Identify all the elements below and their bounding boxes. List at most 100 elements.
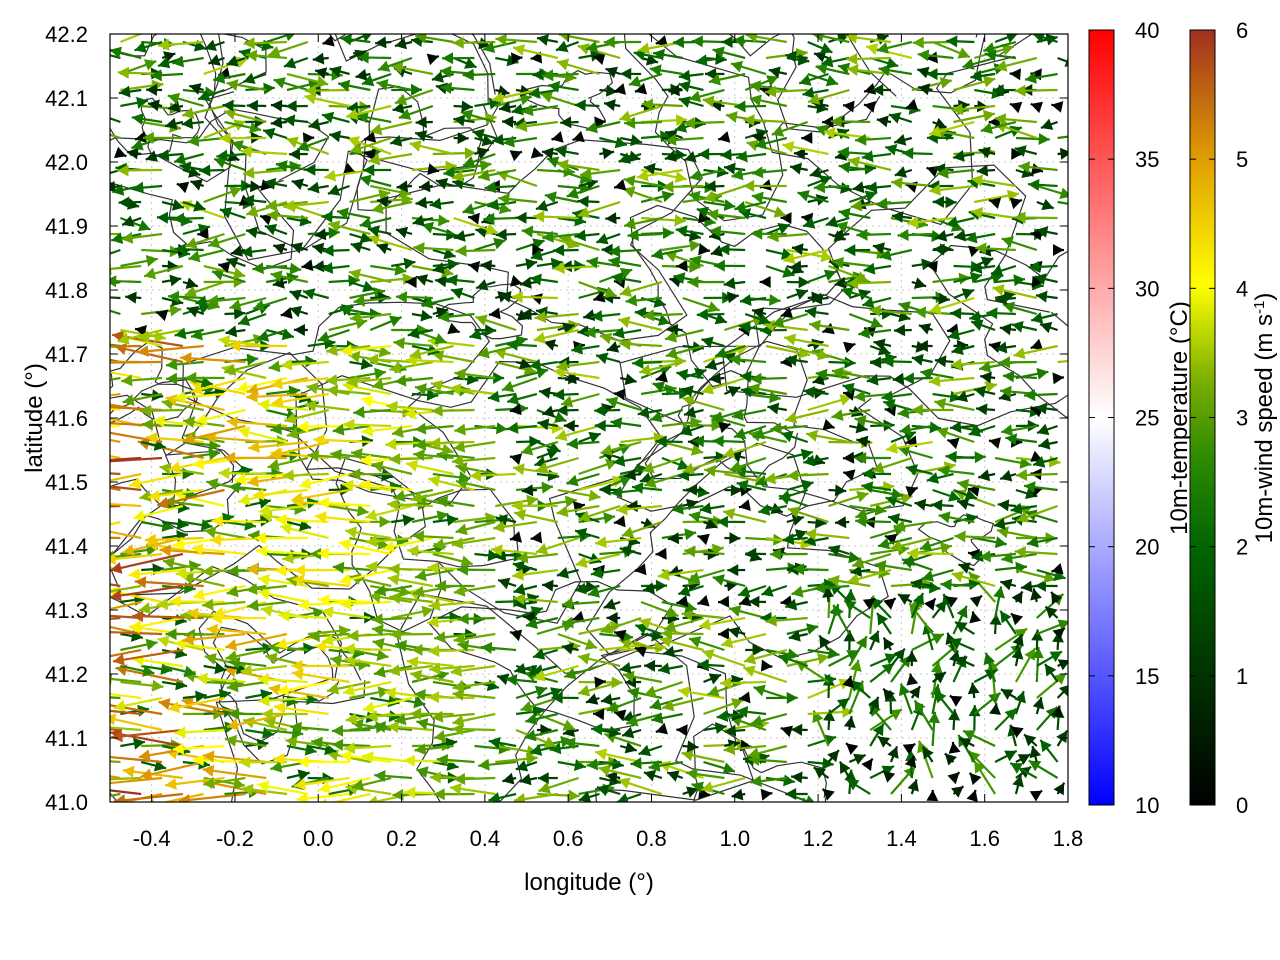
wind-vector-head [969,595,982,608]
wind-vector-head [328,220,341,233]
wind-vector-head [394,37,407,50]
wind-vector-head [211,515,223,528]
wind-vector-head [233,777,245,790]
x-tick-label: 1.0 [719,826,750,851]
wind-vector-head [806,429,818,442]
wind-vector-head [849,680,862,692]
wind-vector-head [866,43,879,55]
wind-vector-head [793,147,806,160]
wind-vector-head [691,35,703,48]
wind-vector-head [270,270,283,283]
wind-vector-head [282,469,294,482]
wind-vector-head [822,586,834,598]
wind-vector-head [619,110,632,122]
colorbar-tick-label: 1 [1236,664,1248,689]
wind-vector-head [622,726,635,739]
wind-vector-head [477,346,490,359]
wind-vector-head [327,682,340,695]
wind-vector-head [555,429,568,442]
wind-vector-head [929,421,941,434]
wind-vector-head [207,294,219,307]
wind-vector-head [561,642,574,655]
wind-vector-head [928,375,941,387]
wind-vector-head [303,288,316,300]
wind-vector-head [415,130,428,142]
wind-vector-head [493,237,506,250]
colorbar-tick-label: 6 [1236,18,1248,43]
wind-vector-head [462,68,474,81]
wind-vector-head [321,634,334,646]
wind-vector-head [455,244,467,257]
wind-vector-head [716,515,728,528]
wind-vector-head [110,562,123,574]
wind-vector-head [913,277,927,289]
wind-vector-head [962,58,975,70]
wind-vector-head [171,199,184,211]
wind-vector-head [349,468,361,481]
wind-vector-head [550,257,563,270]
wind-vector-head [226,257,239,269]
wind-vector-head [515,211,527,224]
wind-vector-head [332,561,345,574]
wind-vector-head [673,272,686,284]
wind-vector-head [873,338,886,351]
wind-vector-head [138,330,150,343]
wind-vector-head [926,51,938,64]
wind-vector-head [830,115,842,128]
wind-vector-head [764,472,776,485]
wind-vector-head [158,698,171,710]
wind-vector-head [877,736,891,748]
wind-vector-head [827,647,840,660]
wind-vector-head [793,563,805,576]
wind-vector-head [627,534,640,547]
wind-vector-shaft [110,704,163,716]
wind-vector-head [308,630,320,642]
wind-vector-head [110,275,117,288]
wind-vector-head [856,636,867,649]
wind-vector-head [666,606,679,618]
wind-vector-head [791,243,804,256]
wind-vector-head [676,368,689,381]
wind-vector-head [440,82,452,94]
wind-vector-head [534,685,548,698]
contour-line [585,442,889,660]
wind-vector-head [275,514,287,526]
wind-vector-head [139,602,151,615]
wind-vector-head [91,626,102,638]
wind-vector-head [805,795,815,802]
wind-vector-head [785,411,798,424]
colorbar-tick-label: 20 [1135,535,1159,560]
wind-vector-head [948,709,961,721]
wind-vector-head [959,738,972,749]
wind-vector-head [712,435,724,448]
wind-vector-head [429,437,441,450]
wind-vector-head [931,230,943,242]
wind-vector-head [841,286,854,299]
wind-vector-head [407,327,420,339]
wind-vector-head [542,579,554,592]
wind-vector-head [528,86,541,99]
colorbar-tick-label: 5 [1236,147,1248,172]
wind-vector-head [935,229,948,242]
wind-vector-head [868,630,880,644]
wind-vector-head [653,48,665,61]
wind-vector-head [614,709,627,722]
wind-vector-head [431,380,444,392]
wind-vector-head [993,517,1006,530]
wind-vector-head [729,460,743,473]
wind-vector-head [1052,372,1064,385]
wind-vector-head [530,273,542,286]
wind-vector-head [190,328,203,341]
wind-vector-head [662,227,674,240]
wind-vector-head [823,269,837,281]
wind-vector-head [256,545,268,558]
wind-vector-head [1036,226,1049,238]
wind-vector-head [306,382,319,395]
wind-vector-head [736,706,749,718]
wind-vector-head [242,194,255,207]
wind-vector-shaft [110,584,142,593]
wind-vector-head [603,512,616,524]
wind-vector-head [681,385,694,398]
wind-vector-head [842,382,855,395]
wind-vector-head [938,292,950,305]
